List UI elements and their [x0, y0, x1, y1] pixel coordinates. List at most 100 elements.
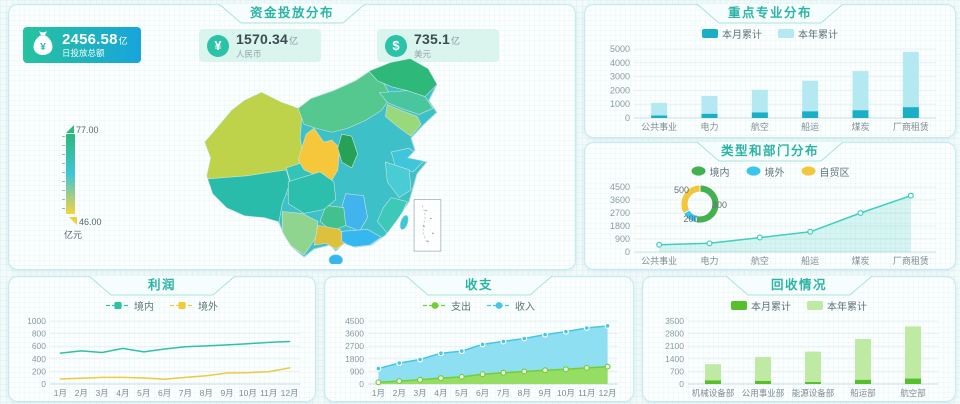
svg-text:5000: 5000 [610, 44, 630, 54]
title-tab-shape [696, 142, 844, 162]
visualmap-unit: 亿元 [64, 230, 83, 240]
panel-balance: 收支 支出 收入 0 900 1800 2700 3600 4500 1月 2月 3月 4月 5月 6月… [324, 276, 634, 402]
kpi-label: 人民币 [236, 48, 262, 59]
svg-text:11月: 11月 [578, 388, 595, 398]
svg-text:0: 0 [625, 247, 630, 257]
kpi-rmb: ¥ 1570.34亿 人民币 [199, 29, 321, 62]
svg-text:500: 500 [674, 185, 689, 195]
svg-text:2月: 2月 [75, 388, 88, 398]
svg-text:3月: 3月 [95, 388, 108, 398]
legend-balance: 支出 收入 [325, 298, 633, 313]
svg-text:1800: 1800 [345, 354, 364, 364]
svg-text:煤炭: 煤炭 [851, 255, 869, 266]
svg-text:4月: 4月 [434, 388, 447, 398]
panel-profit: 利润 境内 境外 0 200 400 600 800 1000 1月 2月 3月 4月 5月 6月 7月 8… [8, 276, 316, 402]
legend-type-department: 境内 境外 自贸区 [585, 164, 955, 179]
svg-text:3600: 3600 [610, 195, 630, 205]
svg-text:4月: 4月 [116, 388, 129, 398]
svg-text:航空: 航空 [751, 255, 769, 266]
kpi-usd: $ 735.1亿 美元 [377, 29, 499, 62]
chart-profit[interactable]: 0 200 400 600 800 1000 1月 2月 3月 4月 5月 6月 7月 8月 9月 10月 11… [12, 313, 310, 399]
svg-text:0: 0 [359, 379, 364, 389]
svg-text:6月: 6月 [158, 388, 171, 398]
legend-label: 境外 [764, 167, 785, 179]
hainan-island [328, 254, 344, 264]
legend-label: 本年累计 [798, 29, 838, 41]
chart-key-industry[interactable]: 0 1000 2000 3000 4000 5000 公共事业 电力 航空 船运 煤炭 厂商租赁 [588, 41, 950, 133]
panel-type-department: 类型和部门分布 境内 境外 自贸区 0 900 1800 2700 3600 4500 公共事业… [584, 142, 956, 270]
panel-title-tab: 资金投放分布 [218, 4, 366, 24]
svg-text:10月: 10月 [239, 388, 257, 398]
chart-balance[interactable]: 0 900 1800 2700 3600 4500 1月 2月 3月 4月 5月 6月 7月 8月 9月 10… [328, 313, 628, 399]
legend-item-自贸区[interactable]: 自贸区 [801, 164, 850, 179]
svg-text:4500: 4500 [610, 182, 630, 192]
svg-text:12月: 12月 [281, 388, 299, 398]
svg-text:2800: 2800 [665, 329, 684, 339]
panel-title: 利润 [147, 278, 176, 292]
visualmap-min-handle-icon[interactable] [69, 217, 77, 225]
svg-text:电力: 电力 [700, 121, 718, 132]
money-bag-icon: ¥ [31, 30, 55, 61]
visualmap-gradient-bar[interactable] [62, 134, 75, 214]
legend-item-本月累计[interactable]: 本月累计 [731, 298, 791, 313]
legend-item-本月累计[interactable]: 本月累计 [702, 26, 762, 41]
legend-item-境内[interactable]: 境内 [106, 298, 154, 313]
svg-text:3500: 3500 [665, 316, 684, 326]
kpi-value: 735.1亿 [414, 31, 461, 48]
legend-item-境外[interactable]: 境外 [170, 298, 218, 313]
visualmap-min: 46.00 [79, 217, 102, 227]
panel-title-tab: 收支 [405, 276, 553, 296]
svg-text:1000: 1000 [610, 99, 630, 109]
svg-text:0: 0 [679, 379, 684, 389]
map-color-legend: 77.00 46.00 亿元 [62, 123, 143, 241]
svg-text:煤炭: 煤炭 [851, 121, 869, 132]
legend-recovery: 本月累计 本年累计 [643, 298, 955, 313]
panel-title: 类型和部门分布 [720, 144, 819, 158]
svg-text:1800: 1800 [610, 221, 630, 231]
svg-text:船运部: 船运部 [850, 388, 876, 398]
legend-item-本年累计[interactable]: 本年累计 [807, 298, 867, 313]
chart-type-department[interactable]: 0 900 1800 2700 3600 4500 公共事业 电力 航空 船运 煤炭 厂商租赁 800 2… [588, 179, 950, 267]
china-map[interactable] [187, 51, 445, 264]
svg-text:7月: 7月 [497, 388, 510, 398]
legend-label: 本月累计 [722, 29, 762, 41]
svg-text:公用事业部: 公用事业部 [742, 388, 785, 398]
legend-item-收入[interactable]: 收入 [487, 298, 535, 313]
kpi-label: 日投放总额 [62, 48, 105, 59]
svg-text:9月: 9月 [538, 388, 551, 398]
svg-text:船运: 船运 [801, 255, 819, 266]
svg-text:机械设备部: 机械设备部 [692, 388, 735, 398]
svg-text:9月: 9月 [220, 388, 233, 398]
visualmap-max-handle-icon[interactable] [66, 125, 74, 133]
legend-key-industry: 本月累计 本年累计 [585, 26, 955, 41]
svg-text:5月: 5月 [137, 388, 150, 398]
svg-text:2100: 2100 [665, 341, 684, 351]
svg-text:3000: 3000 [610, 72, 630, 82]
kpi-daily-total: ¥ 2456.58亿 日投放总额 [23, 27, 141, 63]
legend-item-支出[interactable]: 支出 [423, 298, 471, 313]
svg-text:400: 400 [32, 354, 46, 364]
svg-text:1000: 1000 [27, 316, 46, 326]
svg-text:800: 800 [32, 329, 46, 339]
svg-text:电力: 电力 [700, 255, 718, 266]
legend-item-境外[interactable]: 境外 [746, 164, 785, 179]
svg-text:800: 800 [712, 200, 727, 210]
visualmap-max: 77.00 [76, 125, 99, 135]
svg-text:7月: 7月 [179, 388, 192, 398]
svg-text:6月: 6月 [476, 388, 489, 398]
kpi-value: 2456.58亿 [62, 30, 128, 48]
south-china-sea-inset [413, 199, 442, 252]
title-tab-shape [725, 276, 873, 296]
legend-item-境内[interactable]: 境内 [691, 164, 730, 179]
svg-text:5月: 5月 [455, 388, 468, 398]
chart-recovery[interactable]: 0 700 1400 2100 2800 3500 机械设备部 公用事业部 能源设备部 船运部 航空… [646, 313, 950, 399]
svg-text:600: 600 [32, 341, 46, 351]
legend-label: 境外 [198, 301, 218, 313]
kpi-label: 美元 [414, 48, 432, 59]
legend-label: 境内 [134, 301, 154, 313]
legend-item-本年累计[interactable]: 本年累计 [778, 26, 838, 41]
svg-text:航空: 航空 [751, 121, 769, 132]
legend-label: 收入 [515, 301, 535, 313]
kpi-value: 1570.34亿 [236, 31, 299, 48]
